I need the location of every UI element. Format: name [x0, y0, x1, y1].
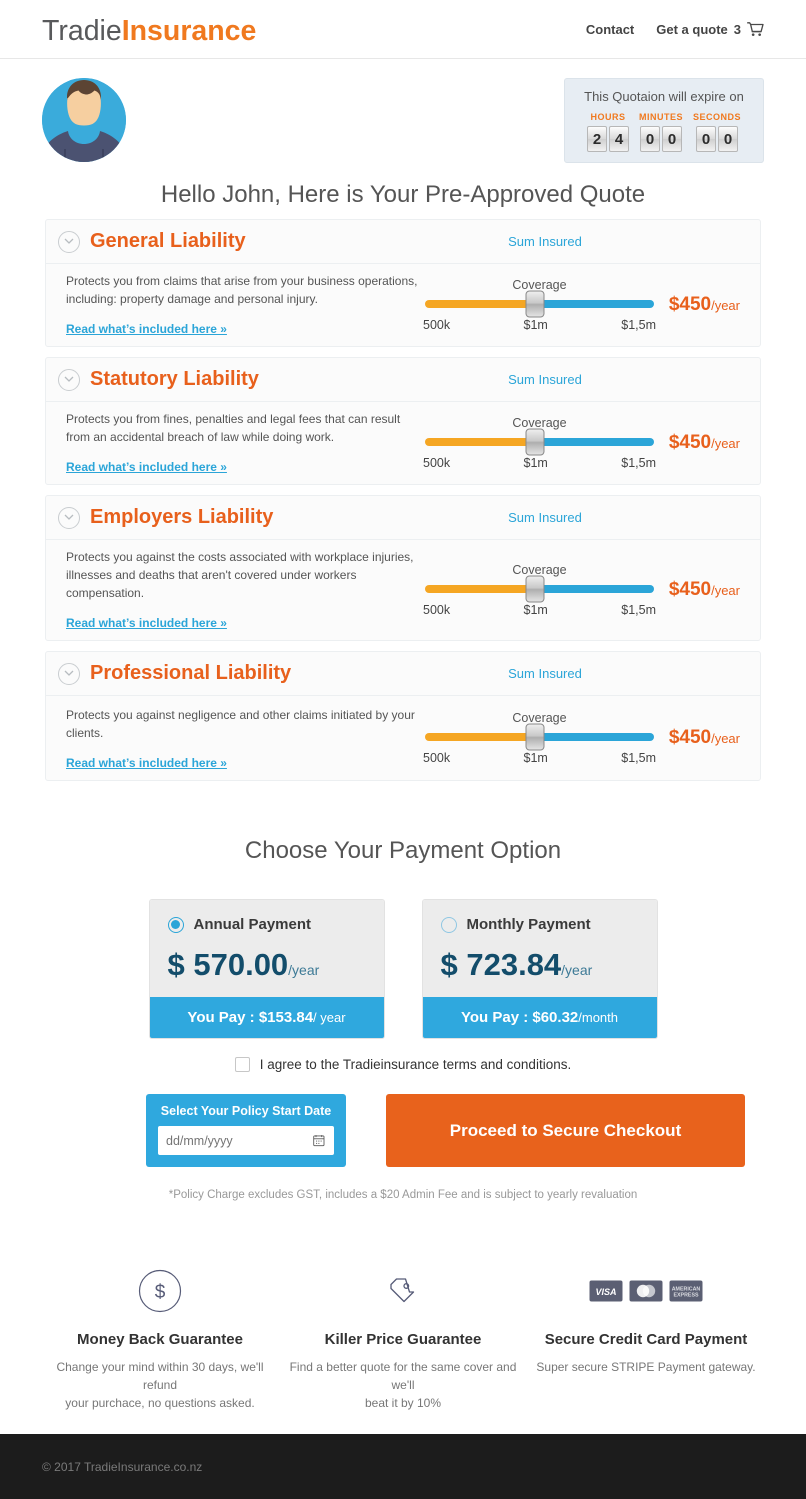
svg-text:EXPRESS: EXPRESS: [673, 1293, 698, 1299]
svg-text:VISA: VISA: [595, 1287, 616, 1297]
svg-text:$: $: [155, 1282, 166, 1303]
